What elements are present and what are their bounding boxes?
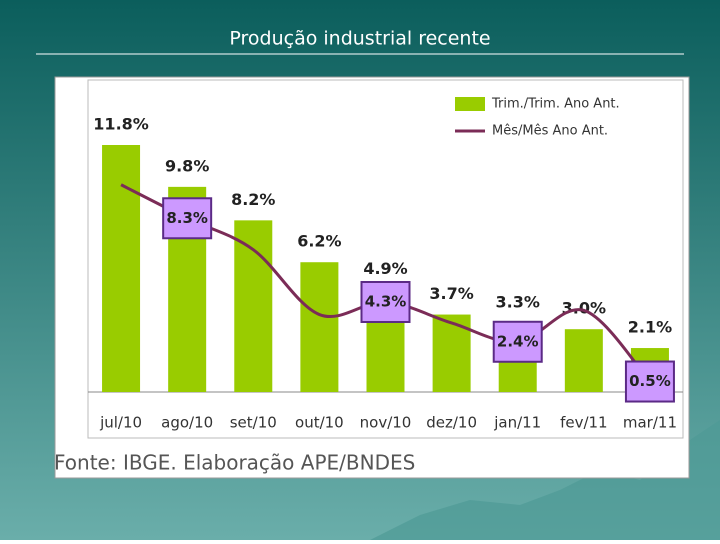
plot: jul/10 ago/10 set/10 out/10 nov/10 dez/10 jan/… (93, 97, 677, 432)
line-label-box (492, 320, 543, 363)
bar-label: 3.7% (429, 284, 473, 303)
bar-label: 2.1% (628, 318, 672, 337)
x-tick-label: out/10 (295, 414, 344, 432)
decoration (370, 420, 720, 540)
x-tick-label: set/10 (230, 414, 277, 432)
x-tick-label: jan/11 (493, 414, 541, 432)
bar (564, 329, 603, 392)
chart-panel (54, 76, 690, 479)
line-label-box (624, 360, 675, 403)
line-label: 2.4% (497, 332, 539, 350)
bar-label: 3.0% (562, 299, 606, 318)
line-label-box (360, 280, 411, 323)
x-tick-label: mar/11 (623, 414, 677, 432)
line-label: 0.5% (629, 372, 671, 390)
bar-label: 3.3% (496, 292, 540, 311)
bar-label: 11.8% (93, 115, 149, 134)
x-tick-label: nov/10 (360, 414, 412, 432)
x-tick-label: fev/11 (560, 414, 608, 432)
line-label: 8.3% (166, 209, 208, 227)
plot-frame (87, 79, 684, 439)
bar-label: 9.8% (165, 156, 209, 175)
bar-label: 6.2% (297, 232, 341, 251)
line-label: 4.3% (365, 292, 407, 310)
source: Fonte: IBGE. Elaboração APE/BNDES (54, 451, 415, 475)
bar (234, 220, 273, 392)
legend-label: Trim./Trim. Ano Ant. (491, 97, 620, 112)
slide-title: Produção industrial recente (229, 28, 490, 50)
line-label-box (162, 197, 213, 240)
x-tick-label: ago/10 (161, 414, 213, 432)
bar-label: 8.2% (231, 190, 275, 209)
x-tick-label: dez/10 (426, 414, 477, 432)
bar (300, 262, 339, 392)
legend-swatch (455, 97, 485, 111)
legend-label: Mês/Mês Ano Ant. (492, 124, 608, 139)
x-tick-label: jul/10 (99, 414, 142, 432)
bar (102, 145, 141, 392)
bar-label: 4.9% (363, 259, 407, 278)
